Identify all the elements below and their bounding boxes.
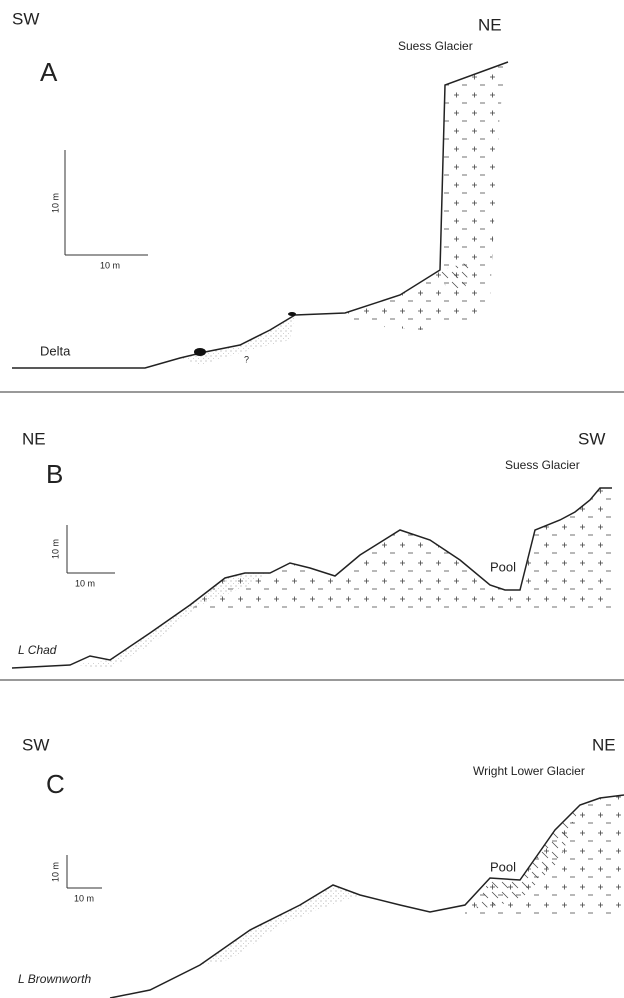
sediment (200, 885, 360, 965)
glacier-label: Suess Glacier (398, 39, 473, 53)
panel-letter: C (46, 769, 65, 799)
place-label: Delta (40, 343, 71, 358)
sediment (70, 573, 270, 668)
scale-label: 10 m (74, 893, 94, 903)
direction-left: SW (22, 735, 49, 754)
panel-b: NE SW B Suess Glacier 10 m 10 m Pool L C… (0, 429, 624, 680)
annotation: Pool (490, 559, 516, 574)
place-label: L Brownworth (18, 972, 91, 986)
scale-label: 10 m (100, 260, 120, 270)
panel-letter: A (40, 57, 58, 87)
annotation: Pool (490, 859, 516, 874)
sediment (180, 315, 295, 365)
boulder (288, 312, 296, 316)
direction-right: NE (478, 15, 502, 34)
glacier-label: Wright Lower Glacier (473, 764, 585, 778)
direction-right: NE (592, 735, 616, 754)
glacier-ice (190, 488, 612, 610)
scale-label: 10 m (50, 539, 60, 559)
figure: SW NE A Suess Glacier 10 m 10 m Delta ? … (0, 0, 624, 998)
direction-right: SW (578, 429, 605, 448)
direction-left: SW (12, 9, 39, 28)
direction-left: NE (22, 429, 46, 448)
scale-label: 10 m (75, 578, 95, 588)
panel-c: SW NE C Wright Lower Glacier 10 m 10 m P… (18, 735, 624, 998)
scale-label: 10 m (50, 193, 60, 213)
glacier-label: Suess Glacier (505, 458, 580, 472)
place-label: L Chad (18, 643, 57, 657)
annotation: ? (244, 354, 249, 364)
glacier-ice (345, 62, 508, 330)
boulder (194, 348, 206, 356)
panel-letter: B (46, 459, 63, 489)
panel-a: SW NE A Suess Glacier 10 m 10 m Delta ? (0, 9, 624, 392)
scale-label: 10 m (50, 862, 60, 882)
